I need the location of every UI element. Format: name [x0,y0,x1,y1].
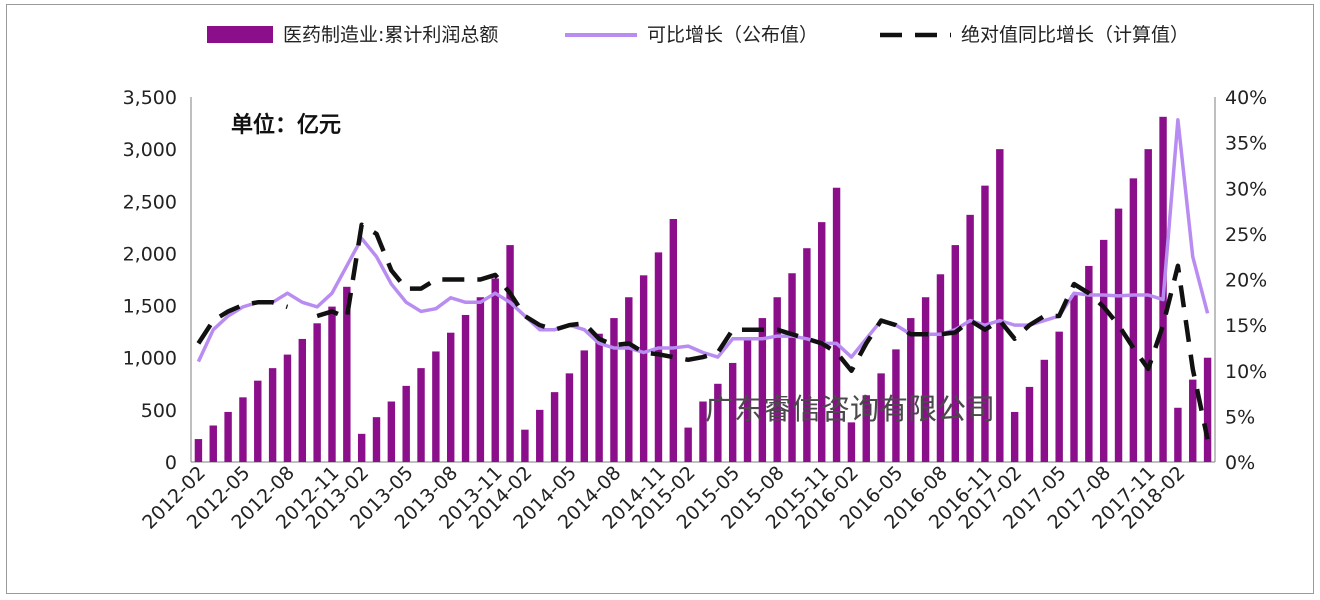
bar [357,433,366,462]
bar [743,339,752,462]
bar [298,338,307,462]
bar [268,368,277,462]
bar [328,306,336,462]
bar [1085,265,1093,462]
bar [610,318,618,462]
bar [506,245,514,462]
bar [595,333,603,462]
right-y-tick-label: 5% [1225,406,1255,428]
right-y-tick-label: 40% [1225,87,1267,109]
watermark: 广东睿信咨询有限公司 [705,392,995,426]
bar [447,332,455,462]
bar [773,297,781,462]
right-y-tick-label: 0% [1225,452,1255,474]
bar [1010,411,1019,462]
bar [313,323,321,462]
legend-label-published: 可比增长（公布值） [647,24,818,46]
right-y-tick-label: 35% [1225,133,1267,155]
bar [224,411,232,462]
bar [550,392,559,462]
bar [862,395,870,462]
bar [714,383,722,462]
right-y-tick-label: 15% [1225,315,1267,337]
unit-label: 单位：亿元 [231,112,341,138]
bar [1189,379,1197,462]
left-y-tick-labels: 0 500 1,000 1,500 2,000 2,500 3,000 3,500 [123,87,177,474]
bar [728,362,737,462]
legend: 医药制造业:累计利润总额 可比增长（公布值） 绝对值同比增长（计算值） [207,24,1189,46]
bar [1055,331,1063,462]
bar [1144,149,1152,462]
bar [936,274,945,462]
bar [254,380,262,462]
left-y-tick-label: 500 [141,400,177,422]
bar [402,385,410,462]
bar [921,297,930,462]
legend-swatch-bars [207,26,273,43]
bar [1203,357,1212,462]
bar [699,401,707,462]
published-growth-line [196,118,1210,363]
bar [1114,208,1123,462]
bar [654,252,663,462]
bar [194,439,203,462]
computed-growth-line [196,222,1210,440]
right-y-tick-labels: 0% 5% 10% 15% 20% 25% 30% 35% 40% [1225,87,1267,474]
bar [417,368,425,462]
bar [1174,407,1182,462]
right-y-tick-label: 20% [1225,270,1267,292]
bar [832,187,841,463]
bar [847,422,856,462]
bar [1129,178,1138,462]
left-y-tick-label: 1,500 [123,296,177,318]
left-y-tick-label: 3,500 [123,87,177,109]
right-y-tick-label: 10% [1225,361,1267,383]
bar [565,373,574,462]
bar [625,297,633,462]
bar [580,350,588,462]
left-y-tick-label: 1,000 [123,348,177,370]
bar [432,351,440,462]
right-y-tick-label: 30% [1225,178,1267,200]
bar [461,314,470,462]
bar [758,318,767,462]
bar [372,417,381,462]
bar [907,318,915,462]
bar [669,219,678,462]
bar [951,245,959,462]
bar [239,397,247,462]
bar [1025,386,1034,462]
bar [387,401,396,462]
line-series [196,118,1210,440]
bar [209,425,217,462]
bar [788,273,796,462]
bar [803,248,811,462]
legend-label-bars: 医药制造业:累计利润总额 [283,24,498,46]
bar [892,349,900,462]
bar [1040,359,1049,462]
bar-series [194,116,1212,463]
bar [1099,239,1108,462]
bar [966,214,974,462]
legend-label-computed: 绝对值同比增长（计算值） [961,24,1189,46]
left-y-tick-label: 2,500 [123,191,177,213]
bar [684,427,692,462]
bar [343,286,351,462]
chart: 医药制造业:累计利润总额 可比增长（公布值） 绝对值同比增长（计算值） 0 500… [123,24,1268,534]
left-y-tick-label: 2,000 [123,243,177,265]
bar [639,275,648,462]
bar [283,354,292,462]
x-tick-labels: 2012-022012-052012-082012-112013-022013-… [138,462,1189,534]
left-y-tick-label: 3,000 [123,139,177,161]
bar [476,297,485,462]
bar [877,373,885,462]
bar [1070,295,1078,462]
bar [536,409,544,462]
chart-frame: 医药制造业:累计利润总额 可比增长（公布值） 绝对值同比增长（计算值） 0 500… [6,4,1314,594]
left-y-tick-label: 0 [165,452,177,474]
bar [491,278,499,462]
right-y-tick-label: 25% [1225,224,1267,246]
bar [996,149,1004,462]
bar [521,429,529,462]
